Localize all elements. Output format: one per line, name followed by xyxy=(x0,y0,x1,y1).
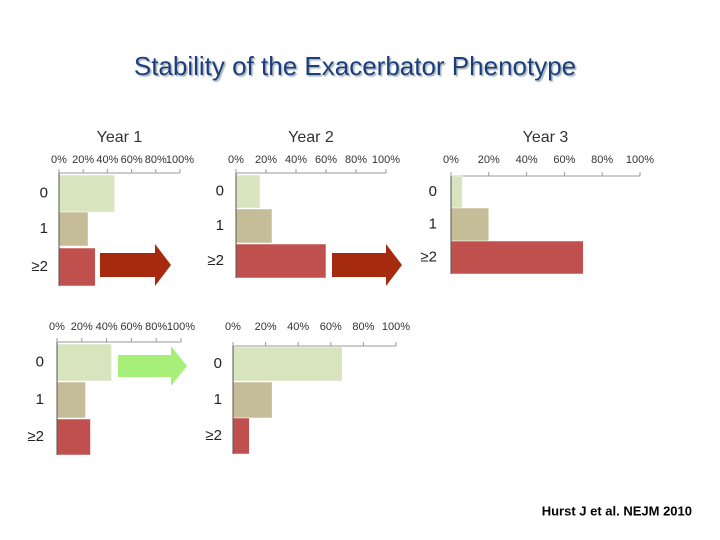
bar xyxy=(450,207,490,242)
x-tick-label: 40% xyxy=(96,154,118,166)
x-tick-label: 100% xyxy=(166,154,194,166)
x-tick-label: 0% xyxy=(225,321,241,333)
x-tick-label: 60% xyxy=(315,154,337,166)
category-label: ≥2 xyxy=(207,252,224,269)
bar xyxy=(232,346,343,382)
category-label: ≥2 xyxy=(205,427,222,444)
category-label: 1 xyxy=(216,217,224,234)
x-tick-label: 40% xyxy=(287,321,309,333)
x-tick-label: 80% xyxy=(591,154,613,166)
x-tick-label: 0% xyxy=(49,321,65,333)
category-label: 1 xyxy=(40,220,48,237)
category-label: 0 xyxy=(40,184,48,201)
x-tick-label: 80% xyxy=(145,321,167,333)
bar xyxy=(58,174,115,213)
arrow xyxy=(118,346,187,386)
category-label: 1 xyxy=(429,215,437,232)
x-tick-label: 100% xyxy=(167,321,195,333)
bar xyxy=(235,243,327,279)
x-tick-label: 60% xyxy=(553,154,575,166)
x-tick-label: 80% xyxy=(352,321,374,333)
x-tick-label: 20% xyxy=(72,154,94,166)
x-tick-label: 100% xyxy=(626,154,654,166)
x-tick-label: 0% xyxy=(443,154,459,166)
bar xyxy=(235,174,261,209)
x-tick-label: 20% xyxy=(71,321,93,333)
bar xyxy=(235,208,273,244)
x-tick-label: 60% xyxy=(121,154,143,166)
panel-title: Year 1 xyxy=(97,129,143,146)
category-label: 0 xyxy=(214,355,222,372)
panel-title: Year 3 xyxy=(523,129,569,146)
panel-title: Year 2 xyxy=(288,129,334,146)
x-tick-label: 40% xyxy=(516,154,538,166)
bar xyxy=(232,417,250,455)
category-label: ≥2 xyxy=(31,258,48,275)
bar xyxy=(232,381,273,419)
category-label: 1 xyxy=(36,391,44,408)
category-label: 0 xyxy=(216,182,224,199)
x-tick-label: 80% xyxy=(345,154,367,166)
x-tick-label: 0% xyxy=(228,154,244,166)
x-tick-label: 20% xyxy=(478,154,500,166)
bar xyxy=(56,381,86,419)
x-tick-label: 0% xyxy=(51,154,67,166)
category-label: 1 xyxy=(214,391,222,408)
x-tick-label: 20% xyxy=(255,154,277,166)
slide-title: Stability of the Exacerbator Phenotype xyxy=(134,51,576,81)
bar xyxy=(58,211,89,247)
x-tick-label: 80% xyxy=(145,154,167,166)
x-tick-label: 60% xyxy=(120,321,142,333)
bar xyxy=(56,418,91,456)
citation: Hurst J et al. NEJM 2010 xyxy=(542,503,692,518)
arrow xyxy=(332,244,402,286)
category-label: ≥2 xyxy=(420,248,437,265)
category-label: 0 xyxy=(429,183,437,200)
x-tick-label: 20% xyxy=(255,321,277,333)
x-tick-label: 40% xyxy=(96,321,118,333)
x-tick-label: 40% xyxy=(285,154,307,166)
bar xyxy=(56,343,112,382)
category-label: ≥2 xyxy=(27,428,44,445)
bar xyxy=(58,247,96,287)
category-label: 0 xyxy=(36,353,44,370)
bar xyxy=(450,240,584,275)
arrow xyxy=(100,244,171,286)
x-tick-label: 100% xyxy=(372,154,400,166)
x-tick-label: 60% xyxy=(320,321,342,333)
x-tick-label: 100% xyxy=(382,321,410,333)
bar xyxy=(450,175,463,209)
